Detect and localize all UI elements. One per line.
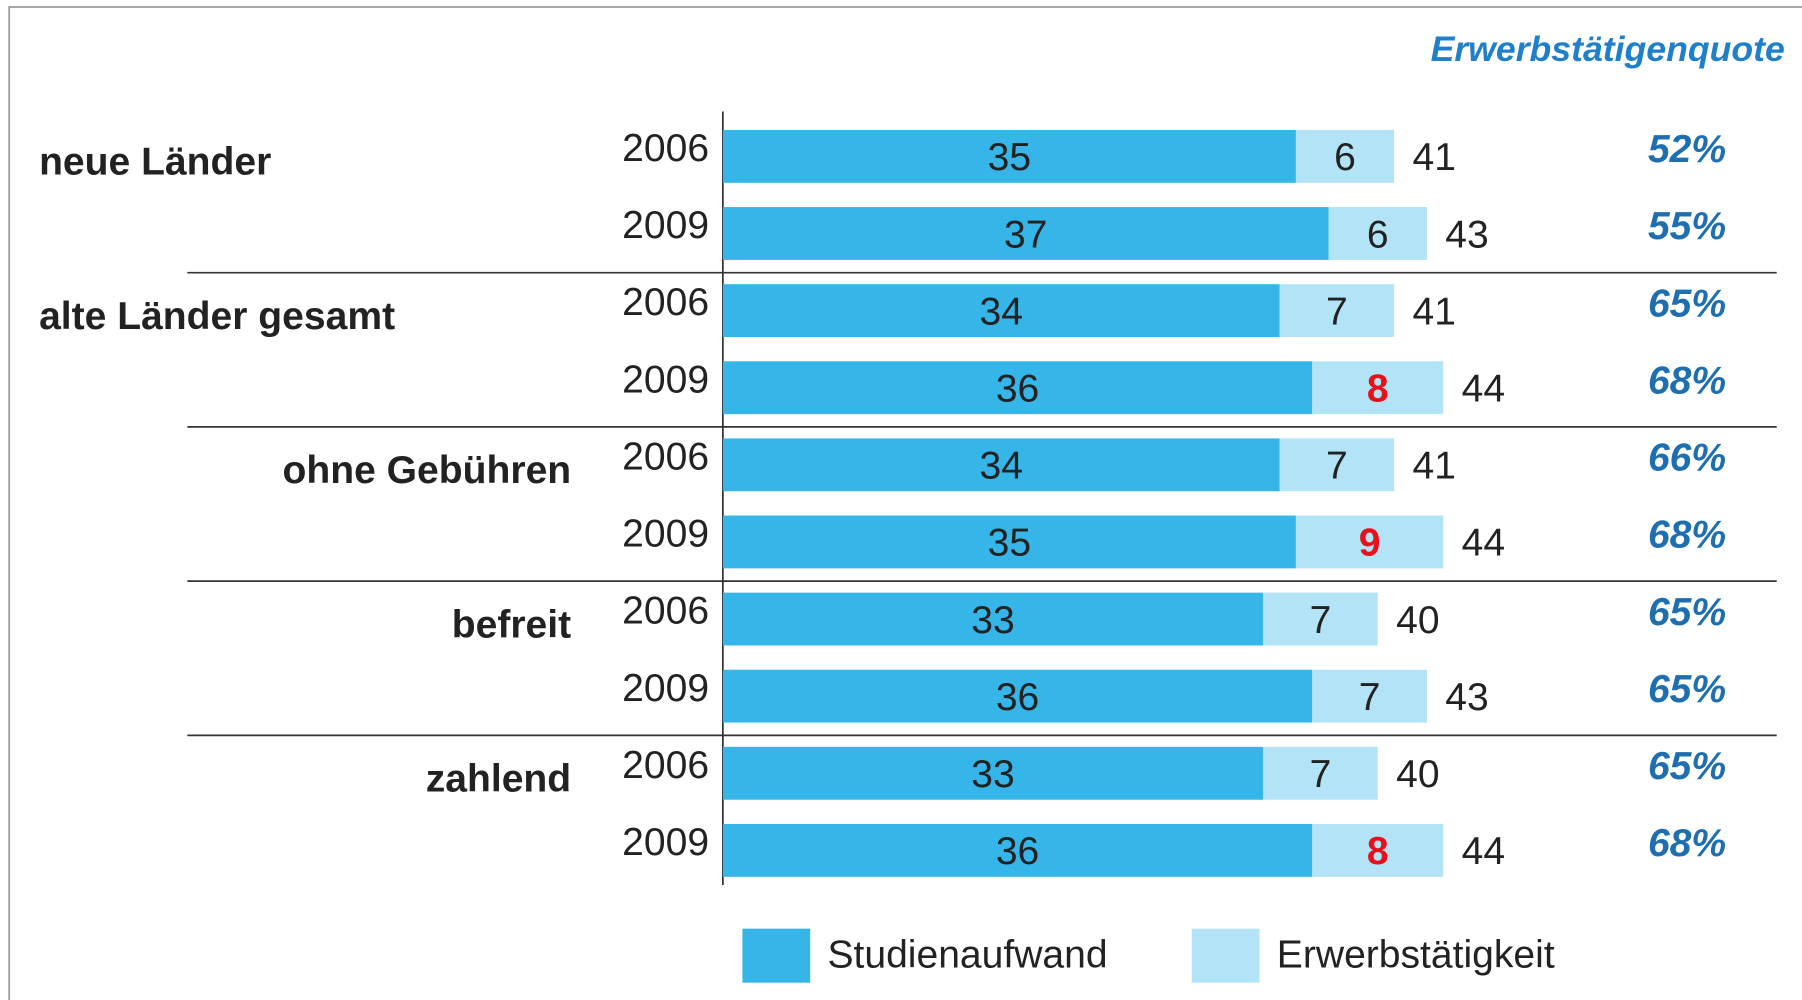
segment-label: 7 bbox=[1326, 290, 1348, 333]
bar-segment bbox=[722, 284, 1280, 338]
segment-label: 6 bbox=[1367, 213, 1389, 256]
legend-swatch bbox=[742, 928, 811, 983]
year-label: 2006 bbox=[622, 281, 709, 324]
bar-segment bbox=[1295, 515, 1444, 569]
bar-segment bbox=[1328, 207, 1427, 260]
bar-segment bbox=[1312, 669, 1427, 723]
quote-label: 52% bbox=[1648, 128, 1726, 171]
segment-label: 34 bbox=[979, 290, 1022, 333]
segment-label: 7 bbox=[1310, 599, 1332, 642]
year-label: 2009 bbox=[622, 513, 709, 556]
group-label: neue Länder bbox=[39, 141, 271, 184]
year-label: 2009 bbox=[622, 821, 709, 864]
legend-swatch bbox=[1191, 928, 1260, 983]
quote-title: Erwerbstätigenquote bbox=[1431, 29, 1785, 69]
total-label: 44 bbox=[1462, 522, 1505, 565]
total-label: 41 bbox=[1413, 445, 1456, 488]
year-label: 2009 bbox=[622, 667, 709, 710]
group-label: ohne Gebühren bbox=[283, 449, 572, 492]
bar-segment bbox=[722, 823, 1313, 877]
quote-label: 65% bbox=[1648, 745, 1726, 788]
bar-segment bbox=[1312, 361, 1444, 415]
year-label: 2006 bbox=[622, 744, 709, 787]
year-label: 2009 bbox=[622, 204, 709, 247]
year-label: 2009 bbox=[622, 358, 709, 401]
segment-label: 6 bbox=[1334, 136, 1356, 179]
total-label: 40 bbox=[1396, 599, 1439, 642]
quote-label: 65% bbox=[1648, 591, 1726, 634]
bar-segment bbox=[1263, 746, 1378, 800]
segment-label: 36 bbox=[996, 676, 1039, 719]
segment-label: 8 bbox=[1367, 367, 1389, 410]
bar-segment bbox=[1263, 592, 1378, 646]
bar-segment bbox=[1295, 129, 1395, 183]
segment-label: 7 bbox=[1359, 676, 1381, 719]
bar-segment bbox=[722, 129, 1296, 183]
total-label: 41 bbox=[1413, 290, 1456, 333]
total-label: 40 bbox=[1396, 753, 1439, 796]
segment-label: 9 bbox=[1359, 522, 1381, 565]
total-label: 44 bbox=[1462, 830, 1505, 873]
segment-label: 34 bbox=[979, 445, 1022, 488]
group-label: befreit bbox=[452, 603, 571, 646]
segment-label: 33 bbox=[971, 599, 1014, 642]
segment-label: 35 bbox=[988, 136, 1031, 179]
quote-label: 65% bbox=[1648, 668, 1726, 711]
bar-segment bbox=[722, 669, 1313, 723]
bar-segment bbox=[1312, 823, 1444, 877]
year-label: 2006 bbox=[622, 127, 709, 170]
total-label: 43 bbox=[1445, 213, 1488, 256]
bar-segment bbox=[1279, 438, 1395, 492]
segment-label: 7 bbox=[1326, 445, 1348, 488]
year-label: 2006 bbox=[622, 590, 709, 633]
group-label: zahlend bbox=[426, 758, 571, 801]
quote-label: 55% bbox=[1648, 205, 1726, 248]
total-label: 43 bbox=[1445, 676, 1488, 719]
quote-label: 68% bbox=[1648, 514, 1726, 557]
segment-label: 8 bbox=[1367, 830, 1389, 873]
segment-label: 35 bbox=[988, 522, 1031, 565]
segment-label: 36 bbox=[996, 830, 1039, 873]
bar-segment bbox=[722, 515, 1296, 569]
segment-label: 33 bbox=[971, 753, 1014, 796]
total-label: 41 bbox=[1413, 136, 1456, 179]
segment-label: 37 bbox=[1004, 213, 1047, 256]
bar-segment bbox=[722, 207, 1329, 260]
segment-label: 7 bbox=[1310, 753, 1332, 796]
bar-segment bbox=[722, 746, 1264, 800]
year-label: 2006 bbox=[622, 435, 709, 478]
bar-segment bbox=[722, 361, 1313, 415]
group-label: alte Länder gesamt bbox=[39, 295, 395, 338]
frame bbox=[8, 6, 1802, 1000]
quote-label: 68% bbox=[1648, 822, 1726, 865]
quote-label: 65% bbox=[1648, 282, 1726, 325]
segment-label: 36 bbox=[996, 367, 1039, 410]
total-label: 44 bbox=[1462, 367, 1505, 410]
legend-label: Studienaufwand bbox=[827, 934, 1107, 977]
quote-label: 68% bbox=[1648, 359, 1726, 402]
quote-label: 66% bbox=[1648, 437, 1726, 480]
bar-segment bbox=[722, 438, 1280, 492]
bar-segment bbox=[722, 592, 1264, 646]
legend-label: Erwerbstätigkeit bbox=[1277, 934, 1555, 977]
bar-segment bbox=[1279, 284, 1395, 338]
